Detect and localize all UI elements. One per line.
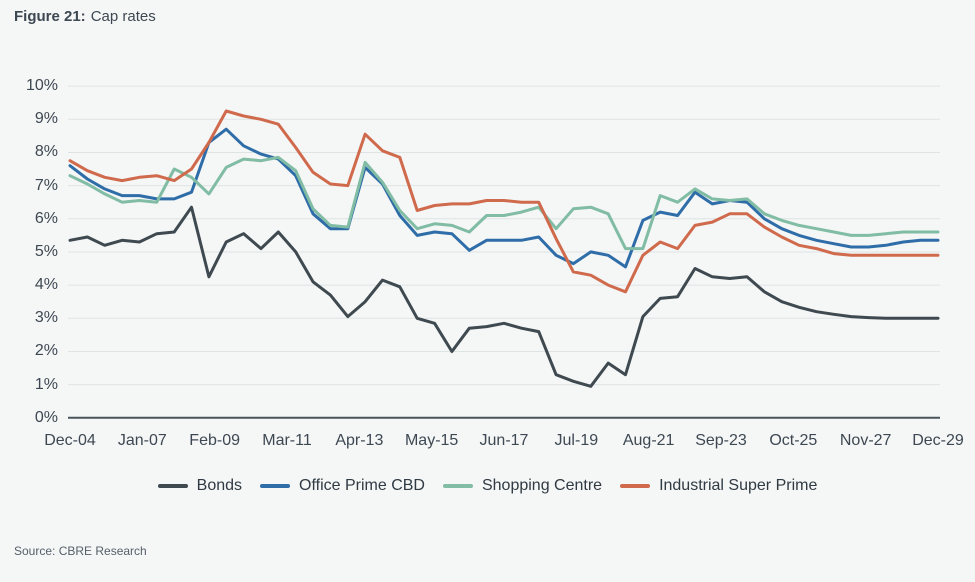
legend-label: Office Prime CBD xyxy=(299,477,425,494)
chart-legend: Bonds Office Prime CBD Shopping Centre Indu… xyxy=(0,477,975,495)
y-tick-label: 0% xyxy=(34,408,58,426)
y-tick-label: 5% xyxy=(34,242,58,260)
y-tick-label: 4% xyxy=(34,276,58,294)
x-tick-label: Apr-13 xyxy=(335,432,384,449)
legend-label: Bonds xyxy=(196,477,243,494)
x-tick-label: Oct-25 xyxy=(769,432,818,449)
legend-label: Shopping Centre xyxy=(481,477,603,494)
figure-label: Figure 21: xyxy=(14,8,86,25)
legend-item-office-prime-cbd: Office Prime CBD xyxy=(260,477,425,495)
y-tick-label: 2% xyxy=(34,342,58,360)
y-tick-label: 9% xyxy=(34,110,58,128)
legend-label: Industrial Super Prime xyxy=(659,477,818,494)
x-tick-label: Jun-17 xyxy=(479,432,529,449)
figure-title: Figure 21: Cap rates xyxy=(14,8,156,25)
x-tick-label: Dec-04 xyxy=(44,432,96,449)
x-tick-label: Jan-07 xyxy=(117,432,167,449)
legend-item-bonds: Bonds xyxy=(157,477,243,495)
legend-swatch-icon xyxy=(260,484,291,488)
x-tick-label: Dec-29 xyxy=(912,432,964,449)
x-tick-label: Feb-09 xyxy=(189,432,240,449)
series-line-shopping-centre xyxy=(68,155,940,251)
legend-swatch-icon xyxy=(442,484,473,488)
figure-name: Cap rates xyxy=(90,8,156,25)
y-tick-label: 7% xyxy=(34,176,58,194)
legend-item-shopping-centre: Shopping Centre xyxy=(442,477,603,495)
x-tick-label: Jul-19 xyxy=(554,432,599,449)
source-note: Source: CBRE Research xyxy=(14,544,147,558)
y-tick-label: 1% xyxy=(34,375,58,393)
y-tick-label: 10% xyxy=(25,77,58,95)
x-tick-label: Aug-21 xyxy=(622,432,675,449)
series-line-industrial-super-prime xyxy=(68,109,940,294)
x-tick-label: May-15 xyxy=(404,432,459,449)
series-line-bonds xyxy=(68,205,940,388)
legend-swatch-icon xyxy=(620,484,651,488)
x-tick-label: Nov-27 xyxy=(839,432,892,449)
y-tick-label: 6% xyxy=(34,209,58,227)
legend-item-industrial-super-prime: Industrial Super Prime xyxy=(620,477,817,495)
gridlines xyxy=(68,85,940,419)
x-tick-label: Sep-23 xyxy=(695,432,747,449)
legend-swatch-icon xyxy=(157,484,188,488)
y-tick-label: 3% xyxy=(34,309,58,327)
series-line-office-prime-cbd xyxy=(68,127,940,269)
x-tick-label: Mar-11 xyxy=(262,432,312,449)
y-tick-label: 8% xyxy=(34,143,58,161)
